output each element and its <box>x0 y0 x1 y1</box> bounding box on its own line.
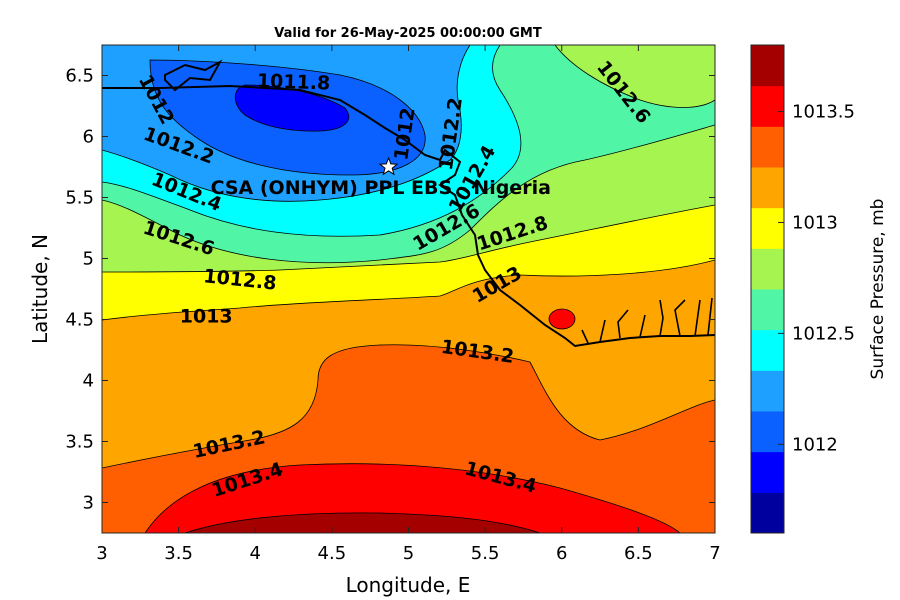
colorbar-label: Surface Pressure, mb <box>868 199 888 380</box>
x-tick-label: 4.5 <box>318 543 347 564</box>
y-tick-label: 6.5 <box>65 66 94 87</box>
site-annotation: CSA (ONHYM) PPL EBS - Nigeria <box>211 177 551 199</box>
x-tick-label: 3 <box>96 543 107 564</box>
colorbar-frame <box>750 44 785 534</box>
coastline-main <box>102 84 715 348</box>
y-tick-label: 4 <box>83 371 94 392</box>
colorbar-tick-label: 1012 <box>792 434 838 455</box>
site-star-icon <box>378 156 399 176</box>
colorbar-swatch <box>751 85 784 127</box>
colorbar-swatch <box>751 411 784 453</box>
y-tick-label: 5.5 <box>65 188 94 209</box>
contour-line-1012.4 <box>102 45 522 237</box>
contour-line-1013.2 <box>102 344 715 469</box>
coastline-delta <box>581 297 713 344</box>
y-tick-label: 3.5 <box>65 432 94 453</box>
colorbar-swatch <box>751 207 784 249</box>
x-tick-label: 6 <box>556 543 567 564</box>
contour-line-1013.4 <box>144 463 681 533</box>
colorbar-tick-label: 1013.5 <box>792 102 855 123</box>
y-tick-label: 5 <box>83 249 94 270</box>
contour-line-1012.6 <box>102 124 715 264</box>
colorbar <box>751 45 784 534</box>
y-tick-label: 6 <box>83 127 94 148</box>
colorbar-swatch <box>751 167 784 209</box>
y-axis-label: Latitude, N <box>28 234 52 344</box>
coastline-lagoon <box>164 59 223 92</box>
x-tick-label: 6.5 <box>624 543 653 564</box>
colorbar-swatch <box>751 451 784 493</box>
colorbar-swatch <box>751 248 784 290</box>
colorbar-tick-label: 1013 <box>792 212 838 233</box>
band-small-high <box>549 309 575 329</box>
band-low-core <box>235 85 349 132</box>
x-axis-label: Longitude, E <box>346 573 471 597</box>
colorbar-swatch <box>751 492 784 534</box>
x-tick-label: 4 <box>250 543 261 564</box>
y-axis: 3 3.5 4 4.5 5 5.5 6 6.5 <box>65 66 715 514</box>
chart-title: Valid for 26-May-2025 00:00:00 GMT <box>274 26 542 41</box>
contour-line-upper-right <box>554 45 715 108</box>
contour-line-1012 <box>149 59 426 176</box>
contour-label: 1013 <box>180 306 233 328</box>
x-axis: 3 3.5 4 4.5 5 5.5 6 6.5 7 <box>96 45 721 564</box>
contour-line-small-high <box>548 308 576 330</box>
contour-line-1011.8 <box>234 84 350 132</box>
colorbar-swatch <box>751 126 784 168</box>
contour-line-1013 <box>102 259 715 321</box>
y-tick-label: 3 <box>83 493 94 514</box>
pressure-fill-bands <box>102 45 715 533</box>
colorbar-swatch <box>751 45 784 87</box>
contour-line-1012.8 <box>102 204 715 273</box>
colorbar-swatch <box>751 289 784 331</box>
band-lower-1013.6 <box>185 512 540 533</box>
colorbar-ticks: 1012 1012.5 1013 1013.5 <box>778 102 855 455</box>
x-tick-label: 7 <box>709 543 720 564</box>
colorbar-swatch <box>751 370 784 412</box>
colorbar-swatch <box>751 329 784 371</box>
y-tick-label: 4.5 <box>65 310 94 331</box>
contour-line-1013.6 <box>184 512 541 533</box>
coastline <box>102 59 715 348</box>
contour-line-1012.2 <box>102 45 471 202</box>
x-tick-label: 5 <box>403 543 414 564</box>
contour-label: 1011.8 <box>257 70 331 95</box>
band-upper-right-1012.6 <box>555 45 715 108</box>
x-tick-label: 5.5 <box>471 543 500 564</box>
contour-lines <box>102 45 715 533</box>
x-tick-label: 3.5 <box>164 543 193 564</box>
colorbar-tick-label: 1012.5 <box>792 323 855 344</box>
